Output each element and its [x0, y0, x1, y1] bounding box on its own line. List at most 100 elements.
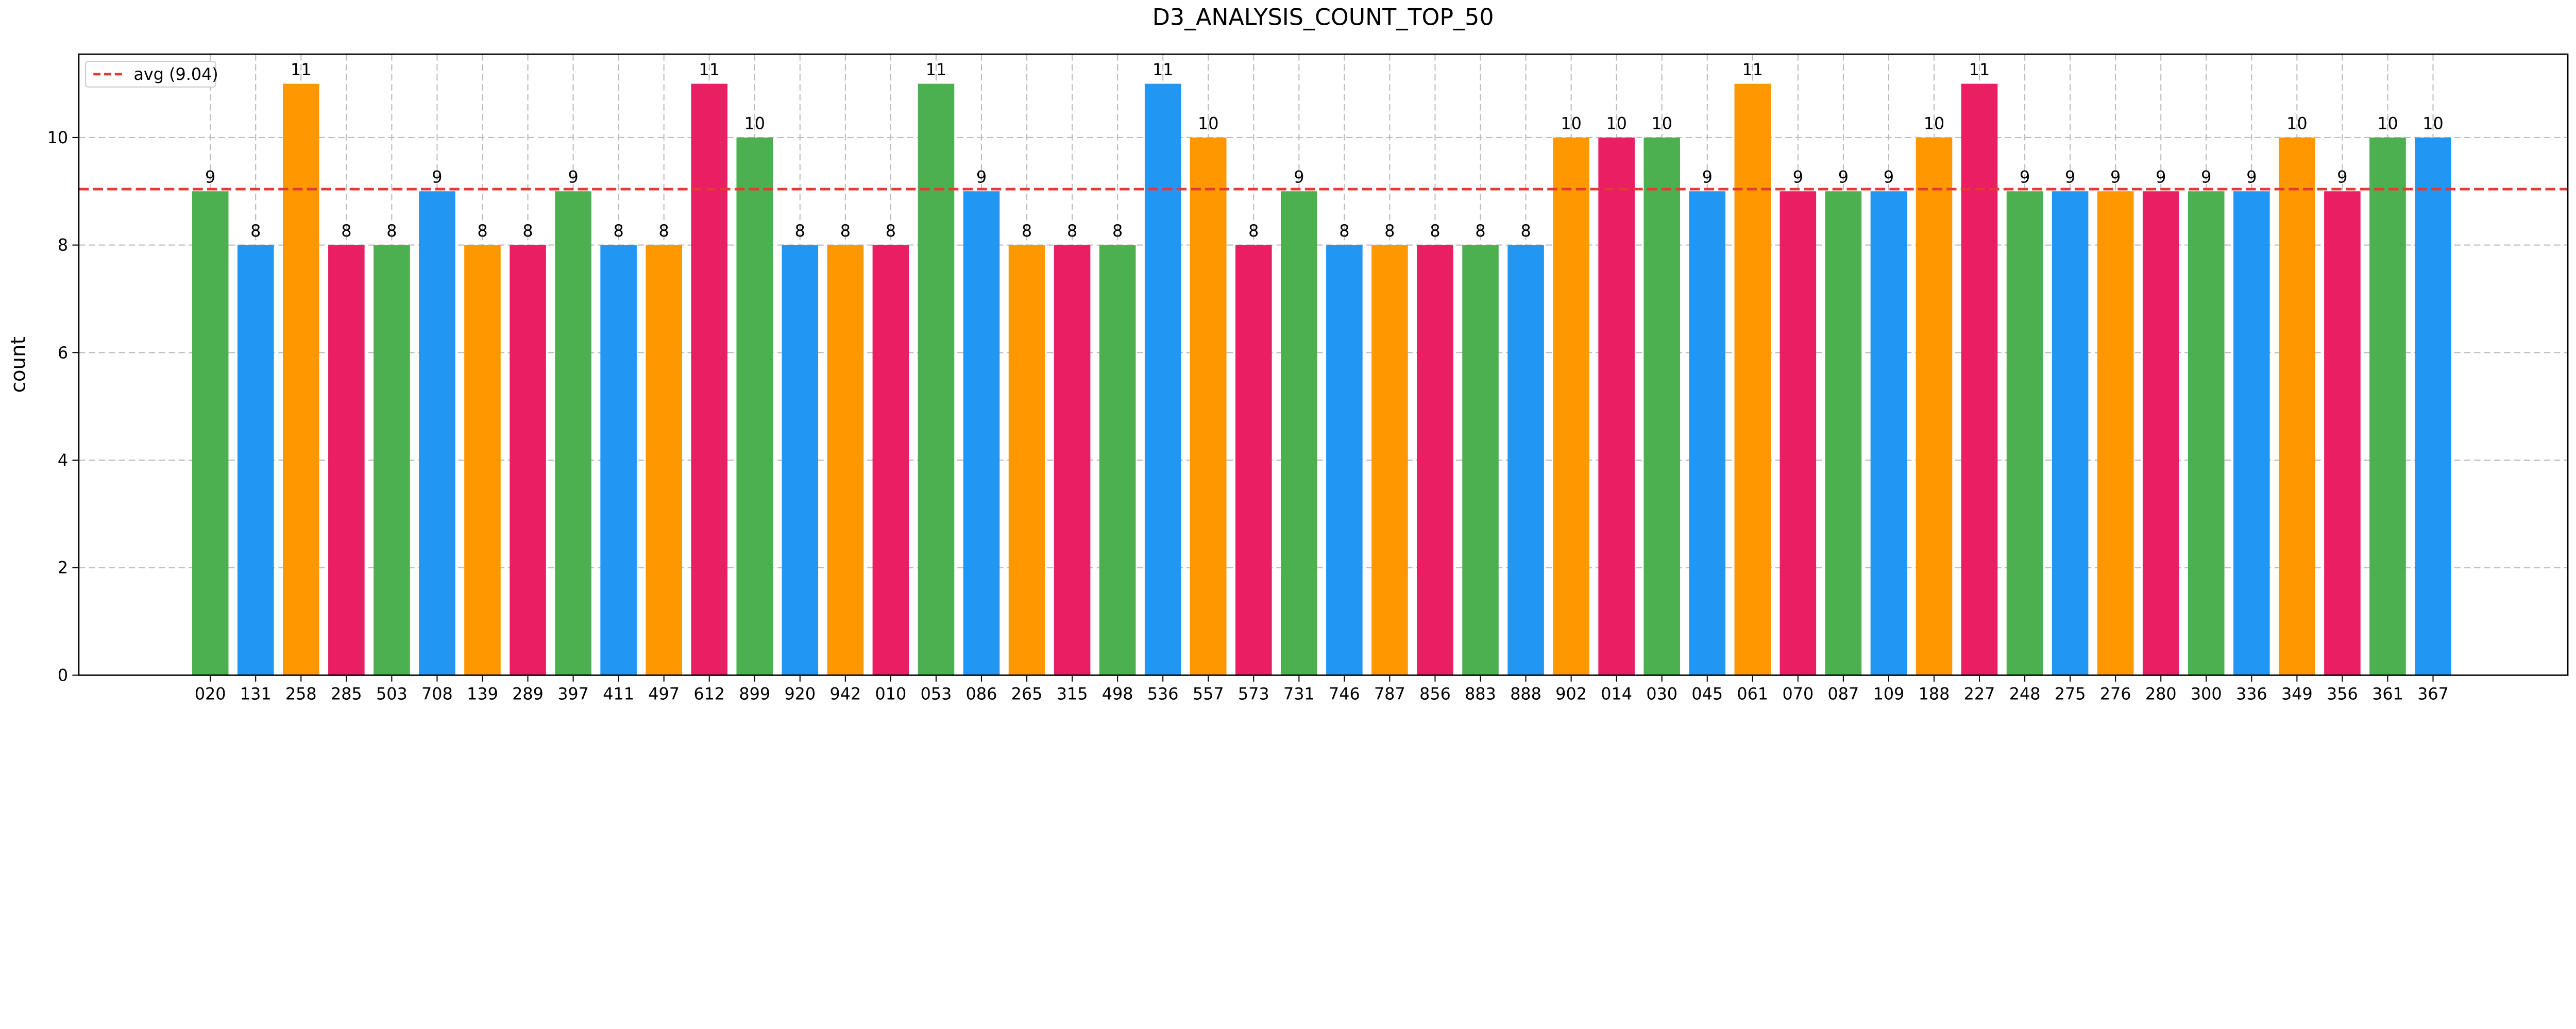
data-label: 8: [250, 221, 261, 241]
x-tick-label: 902: [1555, 684, 1587, 703]
data-label: 8: [1475, 221, 1485, 241]
y-tick-label: 4: [58, 450, 68, 470]
data-label: 9: [2201, 167, 2211, 187]
y-tick-label: 2: [58, 558, 68, 578]
y-axis-label: count: [7, 336, 30, 393]
bars: [192, 83, 2451, 676]
x-tick-label: 258: [285, 684, 317, 703]
x-tick-label: 336: [2236, 684, 2267, 703]
data-label: 8: [1384, 221, 1395, 241]
x-tick-label: 397: [557, 684, 589, 703]
x-tick-label: 014: [1601, 684, 1632, 703]
x-tick-label: 109: [1873, 684, 1905, 703]
data-label: 11: [699, 60, 719, 79]
data-label: 8: [341, 221, 351, 241]
data-label: 8: [1022, 221, 1032, 241]
legend-avg-label: avg (9.04): [133, 64, 218, 84]
x-tick-label: 888: [1510, 684, 1541, 703]
data-label: 9: [1702, 167, 1713, 187]
bar-899: [736, 137, 773, 676]
y-axis-ticks: 0 2 4 6 8 10: [47, 128, 79, 685]
data-label: 9: [1884, 167, 1894, 187]
data-label: 8: [795, 221, 805, 241]
data-label: 8: [886, 221, 896, 241]
x-tick-label: 367: [2417, 684, 2449, 703]
data-label: 8: [477, 221, 487, 241]
bar-139: [464, 245, 501, 676]
data-label: 11: [291, 60, 311, 79]
bar-300: [2188, 191, 2225, 676]
x-axis-ticks: 020 131 258 285 503 708 139 289 397 411 497 612 899 9…: [195, 675, 2449, 703]
bar-248: [2006, 191, 2043, 676]
bar-497: [646, 245, 682, 676]
data-label: 8: [613, 221, 623, 241]
bar-053: [918, 83, 955, 676]
bar-014: [1598, 137, 1635, 676]
data-label: 9: [568, 167, 578, 187]
bar-942: [827, 245, 864, 676]
data-label: 8: [1520, 221, 1531, 241]
data-label: 10: [1606, 113, 1626, 133]
x-tick-label: 053: [921, 684, 952, 703]
x-tick-label: 188: [1919, 684, 1950, 703]
x-tick-label: 612: [693, 684, 725, 703]
x-tick-label: 498: [1102, 684, 1133, 703]
data-label: 8: [1112, 221, 1123, 241]
data-label: 10: [1561, 113, 1581, 133]
data-label: 11: [926, 60, 946, 79]
x-tick-label: 010: [875, 684, 907, 703]
x-tick-label: 087: [1828, 684, 1859, 703]
data-label: 8: [1067, 221, 1077, 241]
bar-536: [1144, 83, 1181, 676]
data-label: 9: [1294, 167, 1304, 187]
bar-411: [600, 245, 637, 676]
data-label: 9: [1838, 167, 1849, 187]
data-label: 9: [2246, 167, 2257, 187]
data-label: 8: [1430, 221, 1440, 241]
bar-131: [237, 245, 274, 676]
y-tick-label: 0: [58, 665, 68, 685]
data-label: 9: [2110, 167, 2121, 187]
x-tick-label: 356: [2327, 684, 2358, 703]
bar-289: [510, 245, 546, 676]
bar-086: [963, 191, 1000, 676]
bar-285: [328, 245, 365, 676]
data-label: 9: [976, 167, 987, 187]
x-tick-label: 573: [1238, 684, 1269, 703]
bar-349: [2279, 137, 2315, 676]
data-label: 9: [2020, 167, 2030, 187]
x-tick-label: 349: [2281, 684, 2313, 703]
x-tick-label: 045: [1691, 684, 1723, 703]
bar-367: [2415, 137, 2451, 676]
x-tick-label: 030: [1646, 684, 1677, 703]
x-tick-label: 746: [1329, 684, 1360, 703]
bar-061: [1734, 83, 1771, 676]
x-tick-label: 061: [1737, 684, 1768, 703]
x-tick-label: 227: [1964, 684, 1995, 703]
data-label: 9: [205, 167, 215, 187]
data-label: 8: [1339, 221, 1349, 241]
bar-856: [1417, 245, 1453, 676]
data-label: 10: [1198, 113, 1218, 133]
bar-557: [1190, 137, 1227, 676]
bar-020: [192, 191, 229, 676]
bar-746: [1326, 245, 1363, 676]
x-tick-label: 020: [195, 684, 226, 703]
data-label: 9: [432, 167, 442, 187]
bar-258: [282, 83, 319, 676]
x-tick-label: 920: [784, 684, 816, 703]
x-tick-label: 131: [240, 684, 272, 703]
bar-265: [1008, 245, 1045, 676]
x-tick-label: 411: [603, 684, 634, 703]
bar-708: [419, 191, 455, 676]
x-tick-label: 503: [376, 684, 408, 703]
data-label: 10: [1651, 113, 1672, 133]
bar-087: [1825, 191, 1862, 676]
bar-503: [374, 245, 410, 676]
x-tick-label: 787: [1374, 684, 1405, 703]
bar-188: [1916, 137, 1953, 676]
x-tick-label: 942: [829, 684, 861, 703]
x-tick-label: 276: [2100, 684, 2131, 703]
bar-361: [2369, 137, 2406, 676]
x-tick-label: 361: [2372, 684, 2403, 703]
